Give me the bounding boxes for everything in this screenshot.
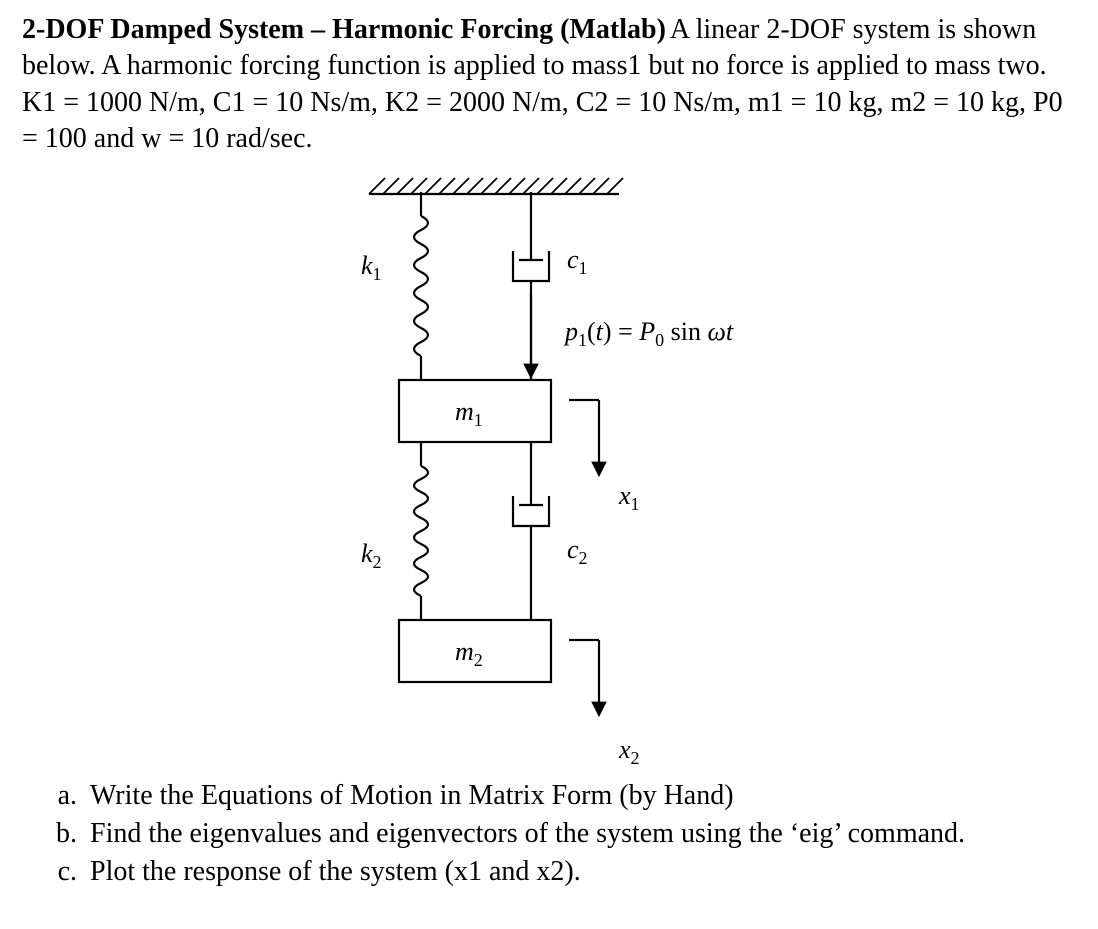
page-title: 2-DOF Damped System – Harmonic Forcing (… [22, 14, 666, 45]
svg-text:p1(t) = P0 sin ωt: p1(t) = P0 sin ωt [563, 317, 734, 350]
svg-text:c1: c1 [567, 245, 588, 278]
svg-text:m2: m2 [455, 637, 483, 670]
diagram-container: k1 c1 p1(t) = P0 sin ωt m1 x1 k2 c2 m2 x2 [22, 164, 1076, 774]
task-list: Write the Equations of Motion in Matrix … [22, 778, 1076, 891]
task-b: Find the eigenvalues and eigenvectors of… [84, 816, 1076, 852]
svg-text:k1: k1 [361, 251, 382, 284]
task-c: Plot the response of the system (x1 and … [84, 854, 1076, 890]
svg-text:x2: x2 [618, 735, 640, 768]
system-diagram: k1 c1 p1(t) = P0 sin ωt m1 x1 k2 c2 m2 x2 [299, 164, 799, 774]
svg-text:x1: x1 [618, 481, 640, 514]
task-a: Write the Equations of Motion in Matrix … [84, 778, 1076, 814]
svg-text:m1: m1 [455, 397, 483, 430]
svg-text:c2: c2 [567, 535, 588, 568]
svg-text:k2: k2 [361, 539, 382, 572]
